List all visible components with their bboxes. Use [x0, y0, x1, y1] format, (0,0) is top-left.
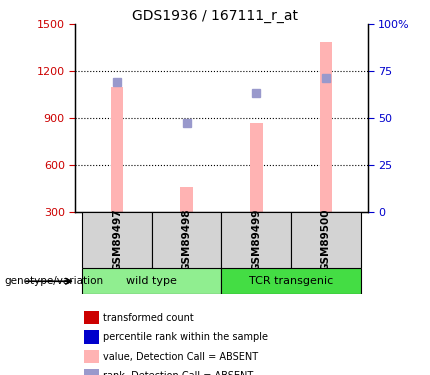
Bar — [111, 87, 123, 212]
Bar — [291, 212, 361, 268]
Text: value, Detection Call = ABSENT: value, Detection Call = ABSENT — [103, 352, 258, 362]
Bar — [319, 42, 332, 212]
Text: percentile rank within the sample: percentile rank within the sample — [103, 332, 268, 342]
Bar — [221, 268, 361, 294]
Text: GSM89497: GSM89497 — [112, 209, 122, 272]
Bar — [82, 212, 152, 268]
Text: genotype/variation: genotype/variation — [4, 276, 104, 286]
Bar — [250, 123, 263, 212]
Text: GDS1936 / 167111_r_at: GDS1936 / 167111_r_at — [132, 9, 298, 23]
Bar — [180, 187, 193, 212]
Text: TCR transgenic: TCR transgenic — [249, 276, 333, 286]
Bar — [152, 212, 221, 268]
Bar — [82, 268, 221, 294]
Text: rank, Detection Call = ABSENT: rank, Detection Call = ABSENT — [103, 371, 253, 375]
Text: GSM89499: GSM89499 — [251, 209, 261, 271]
Text: GSM89500: GSM89500 — [321, 209, 331, 271]
Text: wild type: wild type — [126, 276, 177, 286]
Text: transformed count: transformed count — [103, 313, 194, 322]
Bar — [221, 212, 291, 268]
Text: GSM89498: GSM89498 — [181, 209, 192, 271]
